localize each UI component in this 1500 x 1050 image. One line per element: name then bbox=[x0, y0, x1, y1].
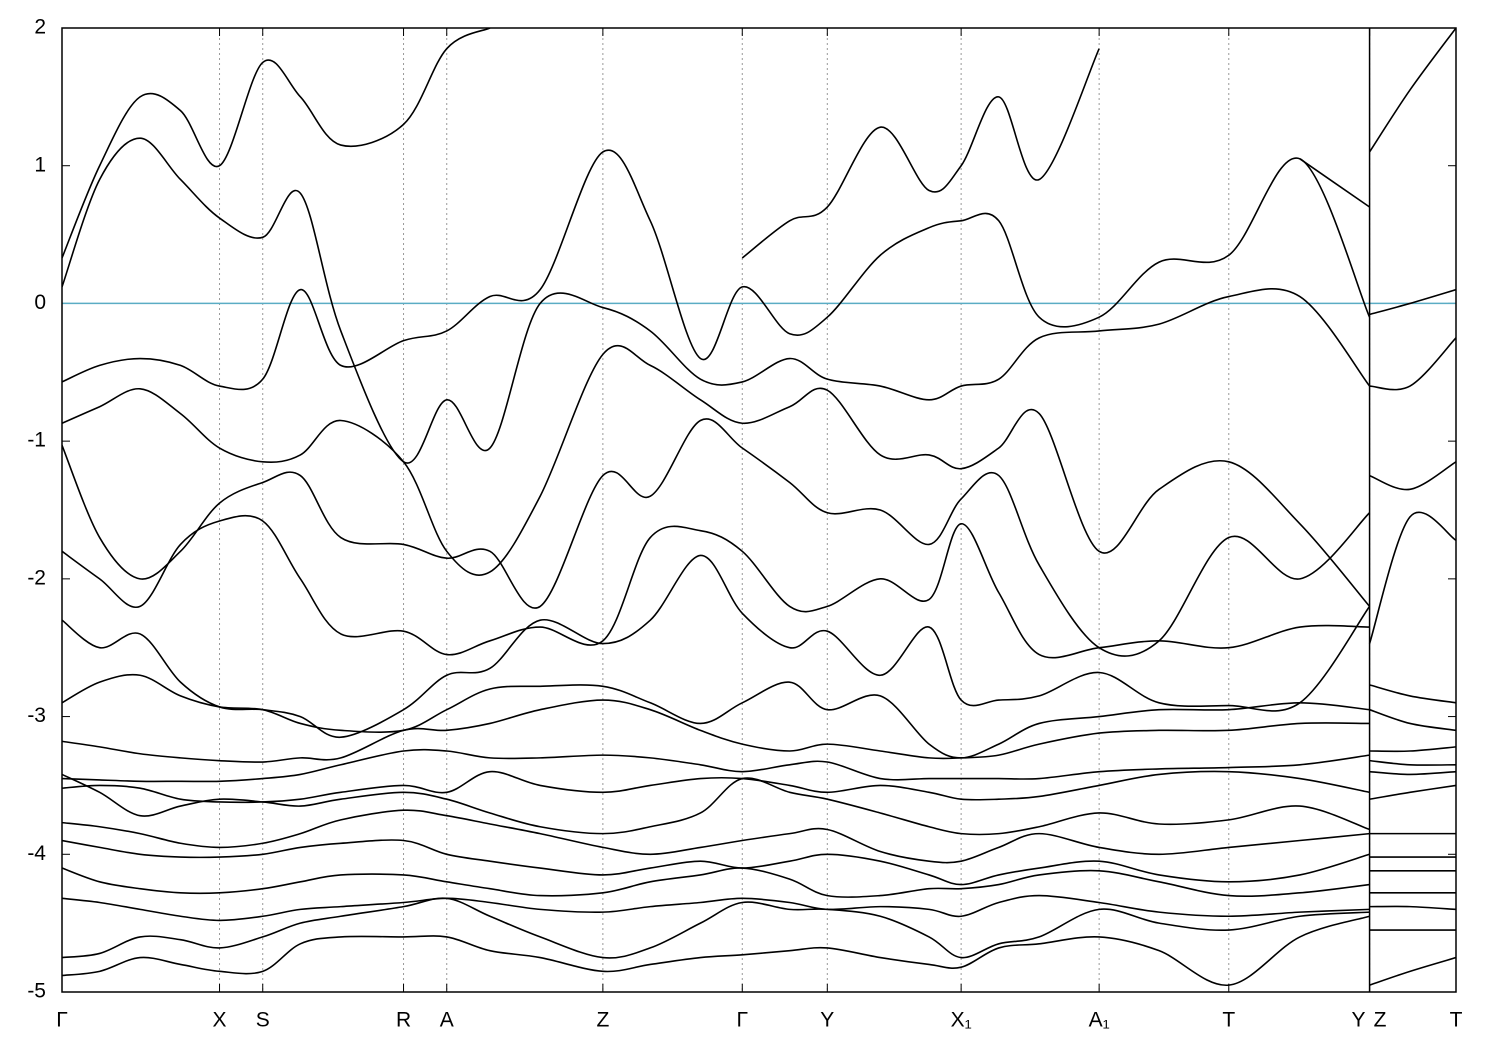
x-tick-label: A bbox=[440, 1009, 454, 1032]
x-tick-label: T bbox=[1450, 1009, 1463, 1032]
band-line bbox=[62, 149, 1456, 391]
y-tick-label: 1 bbox=[34, 153, 46, 176]
y-tick-label: 0 bbox=[34, 291, 46, 314]
band-line bbox=[62, 770, 1456, 804]
band-line bbox=[62, 699, 1456, 766]
y-tick-label: 2 bbox=[34, 16, 46, 39]
band-line bbox=[62, 673, 1456, 759]
band-line bbox=[62, 28, 1456, 259]
band-line bbox=[62, 839, 1456, 886]
x-tick-label: R bbox=[396, 1009, 411, 1032]
y-tick-label: -1 bbox=[27, 429, 46, 452]
band-line bbox=[62, 748, 1456, 783]
band-line bbox=[62, 915, 1456, 986]
band-line bbox=[62, 894, 1456, 922]
y-tick-label: -3 bbox=[27, 704, 46, 727]
band-line bbox=[62, 809, 1456, 864]
band-line bbox=[62, 773, 1456, 836]
x-tick-label: Z bbox=[596, 1009, 609, 1032]
x-tick-label: A₁ bbox=[1089, 1009, 1110, 1032]
x-tick-label: T bbox=[1222, 1009, 1235, 1032]
x-tick-label: Y bbox=[820, 1009, 834, 1032]
band-line bbox=[62, 137, 1456, 464]
x-tick-label: Γ bbox=[56, 1009, 68, 1032]
band-line bbox=[62, 345, 1456, 607]
x-tick-label: Γ bbox=[736, 1009, 748, 1032]
x-tick-label: Z bbox=[1374, 1009, 1387, 1032]
x-tick-label: S bbox=[256, 1009, 270, 1032]
y-tick-label: -5 bbox=[27, 980, 46, 1003]
x-tick-label: Y bbox=[1352, 1009, 1366, 1032]
band-line bbox=[62, 867, 1456, 898]
x-tick-label: X bbox=[213, 1009, 227, 1032]
plot-frame bbox=[61, 27, 1457, 993]
bands bbox=[62, 28, 1456, 986]
y-tick-label: -4 bbox=[27, 842, 46, 865]
x-tick-label: X₁ bbox=[951, 1009, 972, 1032]
band-line bbox=[62, 514, 1456, 704]
band-line bbox=[62, 897, 1456, 959]
y-tick-label: -2 bbox=[27, 566, 46, 589]
